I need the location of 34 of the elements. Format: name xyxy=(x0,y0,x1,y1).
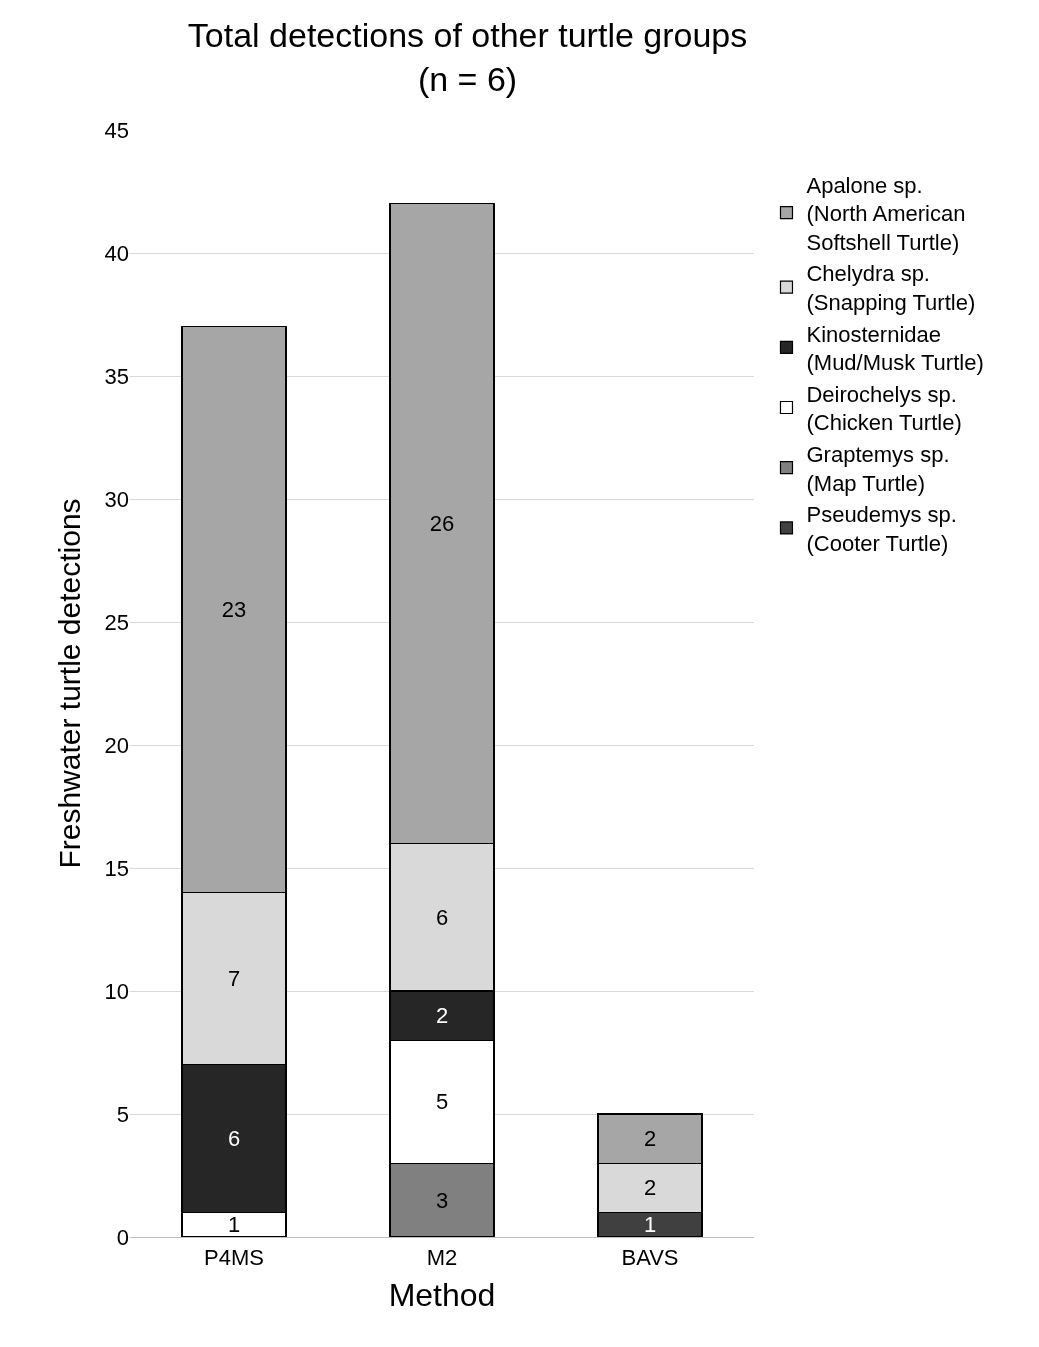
y-tick-label: 25 xyxy=(104,609,129,635)
y-axis-title: Freshwater turtle detections xyxy=(52,498,86,869)
data-label: 7 xyxy=(227,966,241,992)
data-label: 6 xyxy=(227,1126,241,1152)
data-label: 2 xyxy=(643,1175,657,1201)
x-tick-label: M2 xyxy=(426,1244,458,1270)
y-tick-label: 30 xyxy=(104,486,129,512)
legend-label: Deirochelys sp. (Chicken Turtle) xyxy=(806,381,962,436)
data-label: 23 xyxy=(221,597,247,623)
y-tick-label: 35 xyxy=(104,363,129,389)
data-label: 2 xyxy=(435,1003,449,1029)
legend-label: Apalone sp. (North American Softshell Turtle) xyxy=(806,172,966,255)
data-label: 6 xyxy=(435,904,449,930)
y-tick-label: 45 xyxy=(104,117,129,143)
legend-label: Graptemys sp. (Map Turtle) xyxy=(806,441,950,496)
legend-label: Pseudemys sp. (Cooter Turtle) xyxy=(806,502,957,556)
y-tick-label: 10 xyxy=(104,978,129,1004)
data-label: 26 xyxy=(429,511,455,537)
data-label: 5 xyxy=(435,1089,449,1115)
y-tick-label: 20 xyxy=(104,732,129,758)
y-tick-label: 0 xyxy=(116,1224,129,1250)
x-axis-title: Method xyxy=(388,1277,496,1314)
data-label: 2 xyxy=(643,1126,657,1152)
x-tick-label: P4MS xyxy=(204,1244,264,1270)
legend-label: Chelydra sp. (Snapping Turtle) xyxy=(806,261,976,315)
y-tick-label: 40 xyxy=(104,240,129,266)
y-tick-label: 5 xyxy=(116,1101,129,1127)
data-label: 1 xyxy=(227,1212,241,1238)
chart-title: Total detections of other turtle groups (n = 6) xyxy=(187,16,748,99)
x-tick-label: BAVS xyxy=(621,1244,679,1270)
data-label: 1 xyxy=(643,1212,657,1238)
data-label: 3 xyxy=(435,1187,449,1213)
y-tick-label: 15 xyxy=(104,855,129,881)
legend-label: Kinosternidae (Mud/Musk Turtle) xyxy=(806,321,984,376)
